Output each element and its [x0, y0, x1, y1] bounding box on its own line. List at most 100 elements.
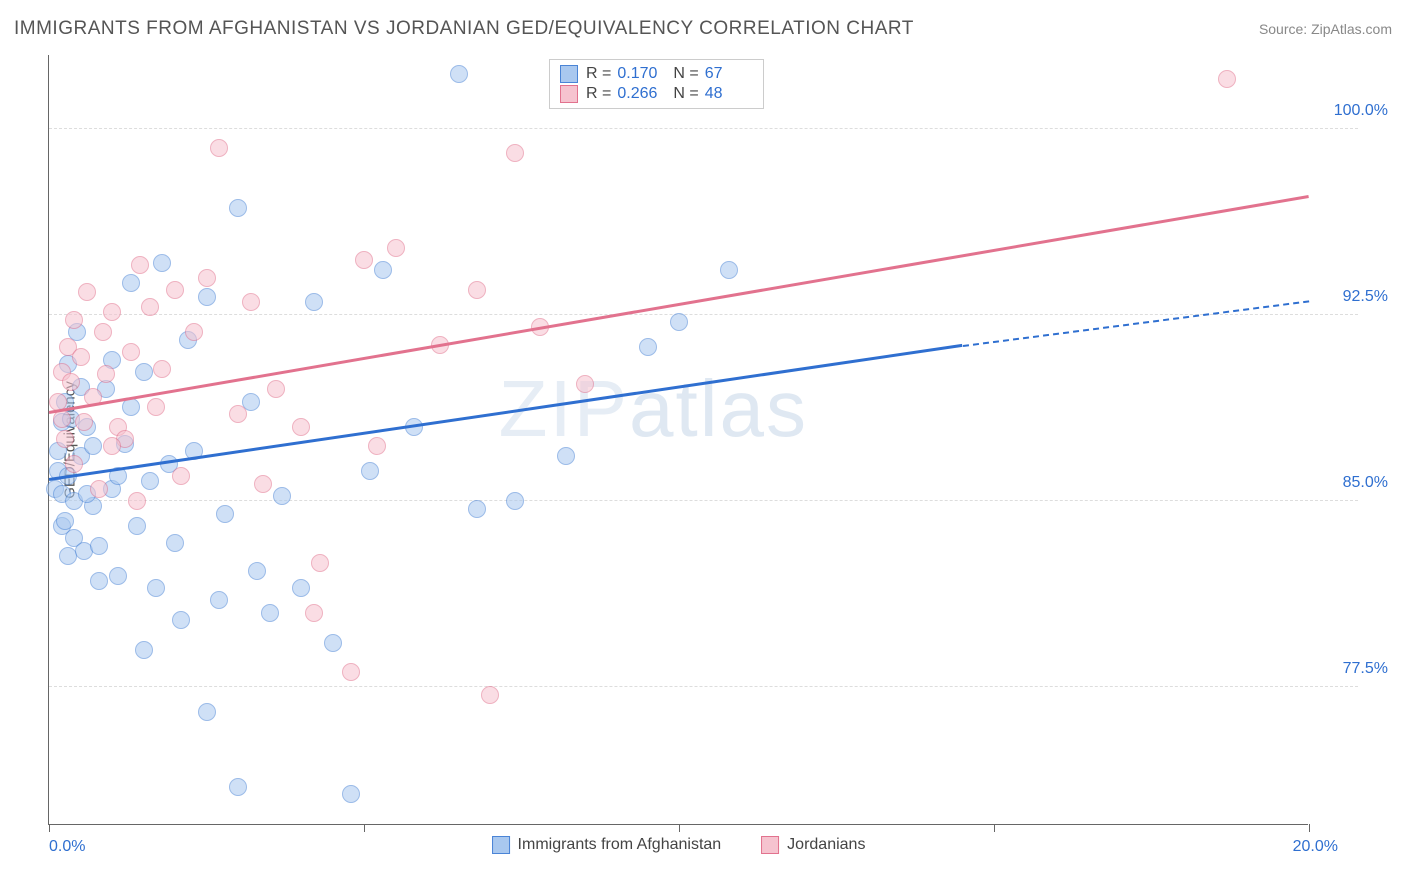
data-point-jordan [387, 239, 405, 257]
data-point-jordan [56, 430, 74, 448]
n-value-afghan: 67 [705, 65, 753, 83]
data-point-jordan [65, 311, 83, 329]
r-value-afghan: 0.170 [617, 65, 665, 83]
correlation-legend: R = 0.170 N = 67 R = 0.266 N = 48 [549, 59, 764, 109]
data-point-afghan [670, 313, 688, 331]
data-point-afghan [374, 261, 392, 279]
data-point-afghan [248, 562, 266, 580]
data-point-afghan [229, 199, 247, 217]
data-point-afghan [153, 254, 171, 272]
gridline [49, 686, 1358, 687]
y-tick-label: 100.0% [1318, 102, 1388, 120]
legend-item-afghan: Immigrants from Afghanistan [492, 836, 722, 854]
data-point-jordan [97, 365, 115, 383]
data-point-jordan [103, 437, 121, 455]
data-point-jordan [65, 455, 83, 473]
data-point-afghan [720, 261, 738, 279]
data-point-afghan [506, 492, 524, 510]
data-point-jordan [368, 437, 386, 455]
source-prefix: Source: [1259, 21, 1311, 37]
data-point-afghan [172, 611, 190, 629]
series-label-afghan: Immigrants from Afghanistan [518, 836, 722, 854]
data-point-jordan [305, 604, 323, 622]
data-point-jordan [342, 663, 360, 681]
data-point-jordan [481, 686, 499, 704]
x-axis-end-label: 20.0% [1293, 838, 1338, 856]
data-point-afghan [166, 534, 184, 552]
data-point-jordan [468, 281, 486, 299]
y-tick-label: 92.5% [1318, 288, 1388, 306]
data-point-afghan [468, 500, 486, 518]
scatter-plot-area: ZIPatlas GED/Equivalency 0.0% 20.0% R = … [48, 55, 1308, 825]
data-point-afghan [147, 579, 165, 597]
x-tick [1309, 824, 1310, 832]
source-name: ZipAtlas.com [1311, 21, 1392, 37]
data-point-jordan [153, 360, 171, 378]
x-tick [364, 824, 365, 832]
data-point-jordan [122, 343, 140, 361]
data-point-afghan [324, 634, 342, 652]
data-point-jordan [72, 348, 90, 366]
data-point-jordan [1218, 70, 1236, 88]
data-point-jordan [166, 281, 184, 299]
data-point-jordan [292, 418, 310, 436]
data-point-jordan [128, 492, 146, 510]
trend-line [49, 344, 963, 481]
data-point-jordan [506, 144, 524, 162]
x-tick [994, 824, 995, 832]
r-label: R = [586, 65, 611, 83]
data-point-jordan [147, 398, 165, 416]
data-point-jordan [78, 283, 96, 301]
data-point-afghan [342, 785, 360, 803]
r-label: R = [586, 85, 611, 103]
data-point-afghan [210, 591, 228, 609]
data-point-afghan [135, 641, 153, 659]
watermark: ZIPatlas [499, 363, 808, 455]
data-point-jordan [103, 303, 121, 321]
y-tick-label: 77.5% [1318, 660, 1388, 678]
data-point-afghan [122, 274, 140, 292]
chart-header: IMMIGRANTS FROM AFGHANISTAN VS JORDANIAN… [14, 18, 1392, 40]
swatch-afghan-icon [492, 836, 510, 854]
source-attribution: Source: ZipAtlas.com [1259, 21, 1392, 37]
data-point-afghan [639, 338, 657, 356]
x-tick [49, 824, 50, 832]
data-point-afghan [56, 512, 74, 530]
legend-item-jordan: Jordanians [761, 836, 865, 854]
swatch-jordan-icon [560, 85, 578, 103]
y-tick-label: 85.0% [1318, 474, 1388, 492]
n-value-jordan: 48 [705, 85, 753, 103]
data-point-afghan [216, 505, 234, 523]
swatch-jordan-icon [761, 836, 779, 854]
series-label-jordan: Jordanians [787, 836, 865, 854]
data-point-afghan [135, 363, 153, 381]
legend-row-afghan: R = 0.170 N = 67 [560, 64, 753, 84]
data-point-afghan [90, 572, 108, 590]
trend-line-extrapolated [962, 300, 1309, 347]
data-point-afghan [198, 288, 216, 306]
data-point-afghan [292, 579, 310, 597]
data-point-afghan [109, 567, 127, 585]
trend-line [49, 195, 1310, 414]
data-point-jordan [131, 256, 149, 274]
data-point-afghan [141, 472, 159, 490]
watermark-part2: atlas [629, 364, 808, 453]
r-value-jordan: 0.266 [617, 85, 665, 103]
n-label: N = [673, 65, 698, 83]
data-point-jordan [254, 475, 272, 493]
data-point-jordan [229, 405, 247, 423]
data-point-jordan [576, 375, 594, 393]
data-point-jordan [210, 139, 228, 157]
gridline [49, 500, 1358, 501]
data-point-afghan [305, 293, 323, 311]
data-point-jordan [311, 554, 329, 572]
data-point-afghan [90, 537, 108, 555]
gridline [49, 314, 1358, 315]
data-point-jordan [198, 269, 216, 287]
series-legend: Immigrants from Afghanistan Jordanians [492, 836, 866, 854]
gridline [49, 128, 1358, 129]
data-point-jordan [141, 298, 159, 316]
data-point-afghan [273, 487, 291, 505]
data-point-afghan [84, 437, 102, 455]
chart-title: IMMIGRANTS FROM AFGHANISTAN VS JORDANIAN… [14, 18, 914, 40]
